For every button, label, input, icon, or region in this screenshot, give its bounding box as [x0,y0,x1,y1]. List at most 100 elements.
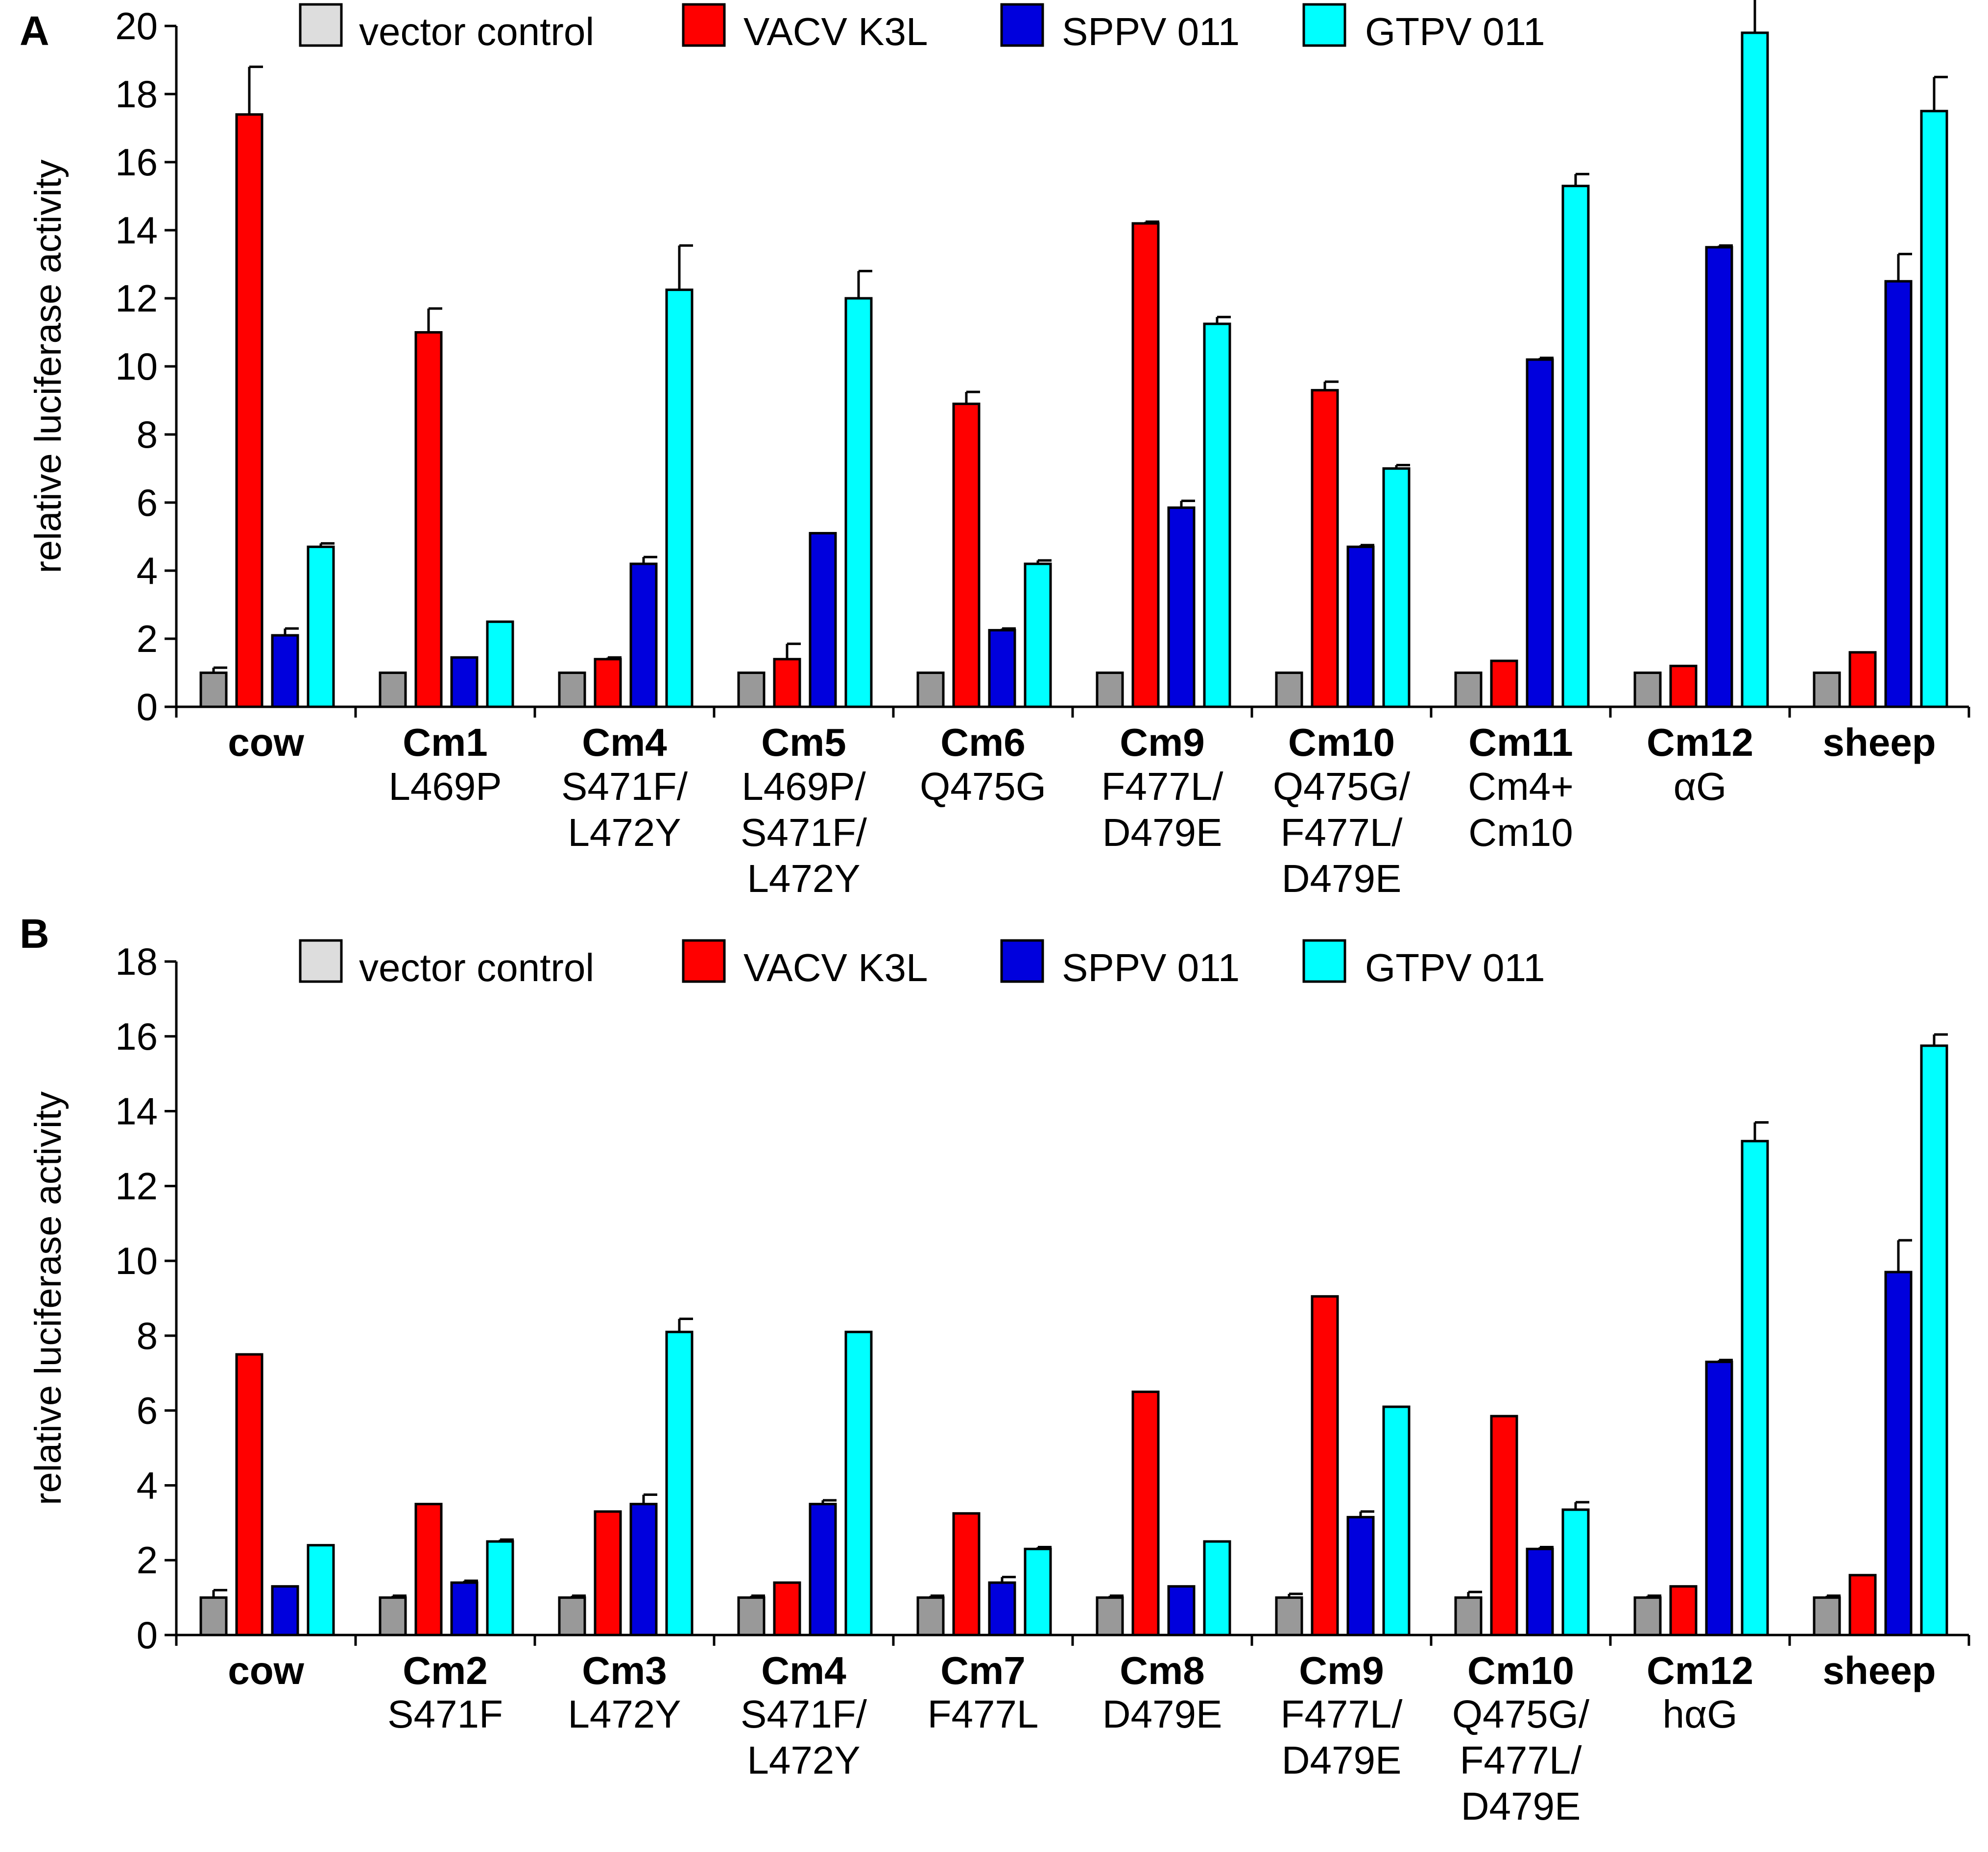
y-tick-label: 16 [115,1015,158,1058]
legend-label: VACV K3L [743,946,928,989]
category-sublabel: F477L/ [1460,1738,1582,1782]
bar [271,1585,299,1636]
legend-swatch [1302,939,1346,983]
bar [235,1353,263,1636]
legend-swatch [1302,3,1346,47]
legend-label: vector control [359,10,594,53]
legend-swatch [299,939,343,983]
category-label: Cm11 [1468,721,1573,764]
bar [1346,1515,1375,1636]
category-label: Cm5 [761,721,846,764]
bar [1275,1596,1303,1636]
bar [844,297,873,708]
category-sublabel: S471F [387,1692,503,1736]
bar [773,1581,801,1636]
bar [1024,562,1052,708]
category-sublabel: hαG [1663,1692,1738,1736]
bar [952,402,981,708]
category-sublabel: D479E [1461,1784,1581,1828]
bar [737,1596,766,1636]
category-label: Cm7 [940,1649,1025,1692]
bar [1382,467,1411,708]
bar [1669,665,1698,708]
bar [809,1503,837,1636]
bar [1311,1295,1339,1636]
bar [988,629,1016,708]
y-tick-label: 18 [115,72,158,116]
bar [1454,672,1483,708]
bar [558,1596,586,1636]
category-label: cow [228,721,304,764]
y-tick-label: 0 [137,1613,158,1657]
bar [1490,1415,1518,1636]
legend-label: vector control [359,946,594,989]
panel-letter: A [20,8,49,54]
category-label: sheep [1822,721,1936,764]
category-label: Cm1 [403,721,487,764]
category-sublabel: L469P/ [742,765,866,808]
category-sublabel: S471F/ [561,765,688,808]
y-axis-label: relative luciferase activity [27,160,69,574]
y-tick-label: 4 [137,1464,158,1507]
bar [1813,672,1841,708]
bar [1275,672,1303,708]
category-label: Cm3 [582,1649,667,1692]
y-tick-label: 8 [137,413,158,456]
bar [1131,1390,1160,1636]
bar [665,1330,694,1636]
bar [307,545,335,708]
category-sublabel: F477L/ [1280,1692,1403,1736]
bar [1167,1585,1196,1636]
bar [629,1503,658,1636]
bar [450,656,479,708]
category-label: Cm10 [1288,721,1395,764]
category-label: sheep [1822,1649,1936,1692]
bar [1741,31,1769,708]
y-tick-label: 2 [137,617,158,660]
legend-label: SPPV 011 [1062,10,1240,53]
panel-letter: B [20,911,49,957]
bar [1526,1547,1554,1636]
category-label: Cm12 [1647,1649,1753,1692]
bar [988,1581,1016,1636]
bar [379,1596,407,1636]
category-sublabel: Q475G [920,765,1046,808]
y-tick-label: 16 [115,141,158,184]
bar [916,672,945,708]
category-sublabel: L472Y [747,857,860,900]
bar [809,532,837,708]
y-axis-label: relative luciferase activity [27,1091,69,1505]
bar [558,672,586,708]
legend-label: VACV K3L [743,10,928,53]
y-tick-label: 10 [115,1239,158,1282]
bar [1884,1271,1913,1636]
bar [1633,1596,1662,1636]
bar [1203,1540,1231,1636]
bar [414,1503,443,1636]
bar [629,562,658,708]
y-tick-label: 6 [137,481,158,524]
bar [773,658,801,708]
legend-swatch [1000,939,1044,983]
bar [594,658,622,708]
category-sublabel: Cm4+ [1468,765,1574,808]
category-sublabel: L472Y [568,1692,681,1736]
bar [235,113,263,708]
bar [1705,1360,1733,1636]
bar [737,672,766,708]
y-tick-label: 0 [137,685,158,728]
category-label: Cm6 [940,721,1025,764]
category-sublabel: D479E [1102,811,1222,854]
category-label: cow [228,1649,304,1692]
category-sublabel: L472Y [747,1738,860,1782]
y-tick-label: 20 [115,4,158,48]
legend-label: GTPV 011 [1365,946,1545,989]
bar [1633,672,1662,708]
y-tick-label: 10 [115,345,158,388]
category-sublabel: D479E [1102,1692,1222,1736]
category-sublabel: F477L/ [1101,765,1223,808]
y-tick-label: 14 [115,209,158,252]
category-sublabel: D479E [1282,857,1402,900]
bar [1131,222,1160,708]
category-label: Cm9 [1299,1649,1384,1692]
